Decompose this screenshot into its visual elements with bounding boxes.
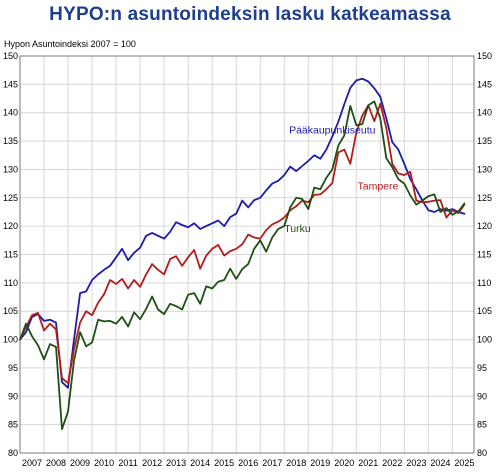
x-tick-label: 2016 bbox=[238, 458, 258, 468]
y-tick-label-left: 90 bbox=[8, 391, 18, 401]
x-tick-label: 2011 bbox=[118, 458, 137, 468]
y-tick-label-right: 135 bbox=[477, 136, 492, 146]
y-axis-left: 80 85 90 95 100 105 110 115 120 125 130 135 140 145 15… bbox=[3, 51, 18, 458]
y-tick-label-left: 80 bbox=[8, 448, 18, 458]
x-tick-label: 2008 bbox=[46, 458, 66, 468]
y-axis-right: 80 85 90 95 100 105 110 115 120 125 130 135 140 145 15… bbox=[477, 51, 492, 458]
series-label: Turku bbox=[284, 223, 311, 235]
x-tick-label: 2014 bbox=[190, 458, 210, 468]
x-tick-label: 2015 bbox=[214, 458, 234, 468]
y-tick-label-right: 90 bbox=[477, 391, 487, 401]
y-tick-label-left: 115 bbox=[4, 250, 18, 260]
series-label: Pääkaupunkiseutu bbox=[289, 125, 376, 137]
plot-frame bbox=[19, 55, 475, 454]
x-tick-label: 2024 bbox=[430, 458, 450, 468]
y-axis-caption: Hypon Asuntoindeksi 2007 = 100 bbox=[4, 39, 136, 49]
x-tick-label: 2018 bbox=[286, 458, 306, 468]
x-tick-label: 2021 bbox=[358, 458, 378, 468]
x-tick-label: 2010 bbox=[94, 458, 114, 468]
y-tick-label-right: 115 bbox=[477, 250, 491, 260]
series-line-p-kaupunkiseutu bbox=[19, 77, 466, 389]
y-tick-label-right: 140 bbox=[477, 108, 492, 118]
y-tick-label-left: 105 bbox=[3, 306, 18, 316]
y-tick-label-left: 145 bbox=[3, 79, 18, 89]
series-line-turku bbox=[19, 100, 466, 431]
x-tick-label: 2009 bbox=[70, 458, 90, 468]
x-tick-label: 2007 bbox=[22, 458, 42, 468]
y-tick-label-right: 100 bbox=[477, 335, 492, 345]
x-tick-label: 2013 bbox=[166, 458, 186, 468]
page-title: HYPO:n asuntoindeksin lasku katkeamassa bbox=[49, 4, 451, 25]
y-tick-label-right: 125 bbox=[477, 193, 492, 203]
series-labels: Pääkaupunkiseutu Tampere Turku bbox=[284, 125, 398, 235]
x-tick-label: 2025 bbox=[454, 458, 474, 468]
y-tick-label-right: 110 bbox=[477, 278, 491, 288]
series-label: Tampere bbox=[357, 180, 398, 192]
y-tick-label-left: 95 bbox=[8, 363, 18, 373]
y-tick-label-left: 140 bbox=[3, 108, 18, 118]
y-tick-label-right: 150 bbox=[477, 51, 492, 61]
x-tick-label: 2020 bbox=[334, 458, 354, 468]
y-tick-label-right: 145 bbox=[477, 79, 492, 89]
series-lines bbox=[19, 77, 466, 431]
y-tick-label-right: 95 bbox=[477, 363, 487, 373]
y-tick-label-left: 130 bbox=[3, 164, 18, 174]
y-tick-label-right: 120 bbox=[477, 221, 492, 231]
y-tick-label-left: 100 bbox=[3, 335, 18, 345]
y-tick-label-right: 105 bbox=[477, 306, 492, 316]
series-line-tampere bbox=[19, 102, 466, 385]
y-tick-label-right: 130 bbox=[477, 164, 492, 174]
x-tick-label: 2023 bbox=[406, 458, 426, 468]
y-tick-label-right: 85 bbox=[477, 420, 487, 430]
y-tick-label-left: 120 bbox=[3, 221, 18, 231]
y-tick-label-left: 150 bbox=[3, 51, 18, 61]
x-tick-label: 2012 bbox=[142, 458, 162, 468]
y-tick-label-left: 85 bbox=[8, 420, 18, 430]
y-tick-label-left: 135 bbox=[3, 136, 18, 146]
y-tick-label-right: 80 bbox=[477, 448, 487, 458]
grid bbox=[19, 55, 474, 454]
x-tick-label: 2022 bbox=[382, 458, 402, 468]
y-tick-label-left: 125 bbox=[3, 193, 18, 203]
x-tick-label: 2017 bbox=[262, 458, 282, 468]
x-tick-label: 2019 bbox=[310, 458, 330, 468]
y-tick-label-left: 110 bbox=[4, 278, 18, 288]
x-axis: 2007 2008 2009 2010 2011 2012 2013 2014 2015 2016… bbox=[22, 458, 474, 468]
